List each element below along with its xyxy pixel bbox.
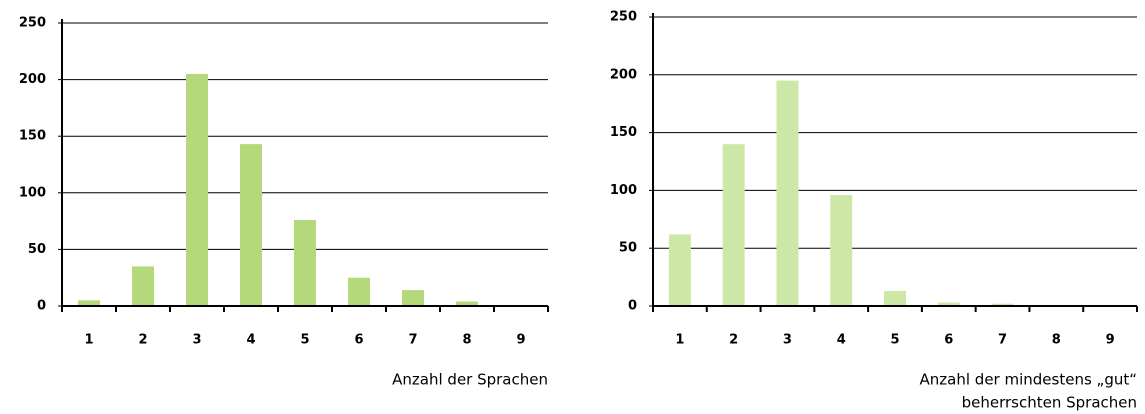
- bar: [456, 301, 478, 306]
- x-axis-label: Anzahl der Sprachen: [392, 371, 548, 389]
- x-tick-label: 3: [783, 333, 792, 348]
- bar: [668, 234, 691, 306]
- y-tick-label: 50: [28, 242, 46, 257]
- x-tick-label: 9: [516, 333, 525, 348]
- x-tick-label: 8: [462, 333, 471, 348]
- x-tick-label: 4: [837, 333, 846, 348]
- x-tick-label: 2: [729, 333, 738, 348]
- y-tick-label: 0: [628, 299, 637, 314]
- x-axis-label: beherrschten Sprachen: [962, 394, 1137, 412]
- y-tick-label: 150: [610, 125, 637, 140]
- y-tick-label: 100: [610, 183, 637, 198]
- x-tick-label: 7: [408, 333, 417, 348]
- y-tick-label: 150: [19, 129, 46, 144]
- bar: [884, 290, 906, 306]
- y-tick-label: 50: [619, 241, 637, 256]
- bar: [294, 219, 316, 306]
- x-axis-label: Anzahl der mindestens „gut“: [920, 371, 1137, 389]
- bar: [830, 195, 853, 306]
- bar: [132, 266, 154, 306]
- y-tick-label: 0: [37, 299, 46, 314]
- y-tick-label: 250: [610, 10, 637, 25]
- bar: [722, 144, 745, 306]
- x-tick-label: 6: [354, 333, 363, 348]
- x-tick-label: 8: [1052, 333, 1061, 348]
- bar: [348, 277, 370, 306]
- y-tick-label: 100: [19, 185, 46, 200]
- bar: [991, 303, 1014, 306]
- bar: [186, 73, 208, 306]
- x-tick-label: 7: [998, 333, 1007, 348]
- bar: [776, 80, 799, 306]
- x-tick-label: 2: [138, 333, 147, 348]
- x-tick-label: 9: [1106, 333, 1115, 348]
- x-tick-label: 3: [192, 333, 201, 348]
- x-tick-label: 1: [675, 333, 684, 348]
- y-tick-label: 200: [19, 72, 46, 87]
- bar: [78, 300, 100, 306]
- bar: [402, 290, 424, 306]
- y-tick-label: 200: [610, 67, 637, 82]
- x-tick-label: 1: [84, 333, 93, 348]
- x-tick-label: 4: [246, 333, 255, 348]
- bar: [240, 144, 262, 306]
- bar: [937, 302, 960, 306]
- y-tick-label: 250: [19, 16, 46, 31]
- x-tick-label: 6: [944, 333, 953, 348]
- x-tick-label: 5: [300, 333, 309, 348]
- x-tick-label: 5: [890, 333, 899, 348]
